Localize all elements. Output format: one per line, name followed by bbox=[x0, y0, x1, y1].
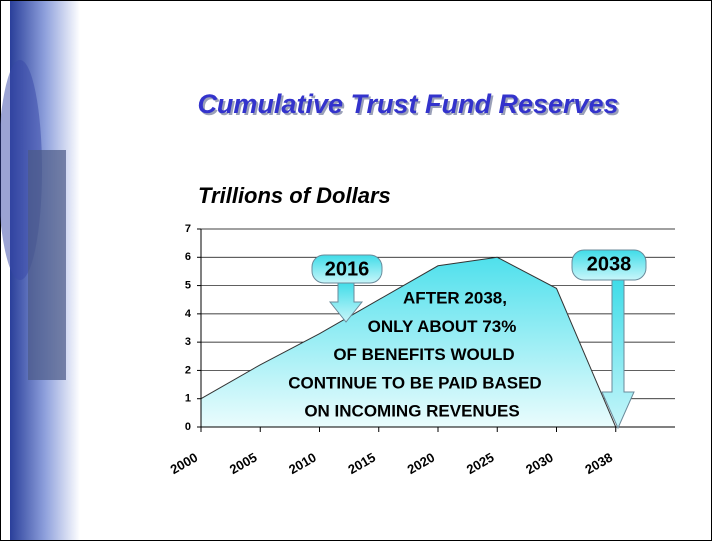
y-tick-label: 4 bbox=[185, 308, 192, 320]
y-tick-label: 7 bbox=[185, 223, 191, 235]
y-tick-label: 6 bbox=[185, 251, 191, 263]
side-block bbox=[28, 150, 66, 380]
y-tick-label: 0 bbox=[185, 421, 191, 433]
callout-label: 2016 bbox=[325, 258, 370, 280]
y-tick-label: 1 bbox=[185, 393, 191, 405]
annotation: CONTINUE TO BE PAID BASED bbox=[288, 373, 541, 392]
callout-label: 2038 bbox=[587, 253, 632, 275]
annotation: OF BENEFITS WOULD bbox=[333, 345, 514, 364]
annotation: AFTER 2038, bbox=[403, 288, 507, 307]
slide: Cumulative Trust Fund Reserves Cumulativ… bbox=[0, 0, 712, 541]
y-tick-label: 2 bbox=[185, 364, 191, 376]
y-axis-title: Trillions of Dollars bbox=[198, 183, 391, 208]
annotation: ON INCOMING REVENUES bbox=[304, 402, 519, 421]
y-tick-label: 3 bbox=[185, 336, 191, 348]
chart-title: Cumulative Trust Fund Reserves bbox=[197, 89, 618, 119]
y-tick-label: 5 bbox=[185, 279, 191, 291]
annotation: ONLY ABOUT 73% bbox=[368, 317, 517, 336]
